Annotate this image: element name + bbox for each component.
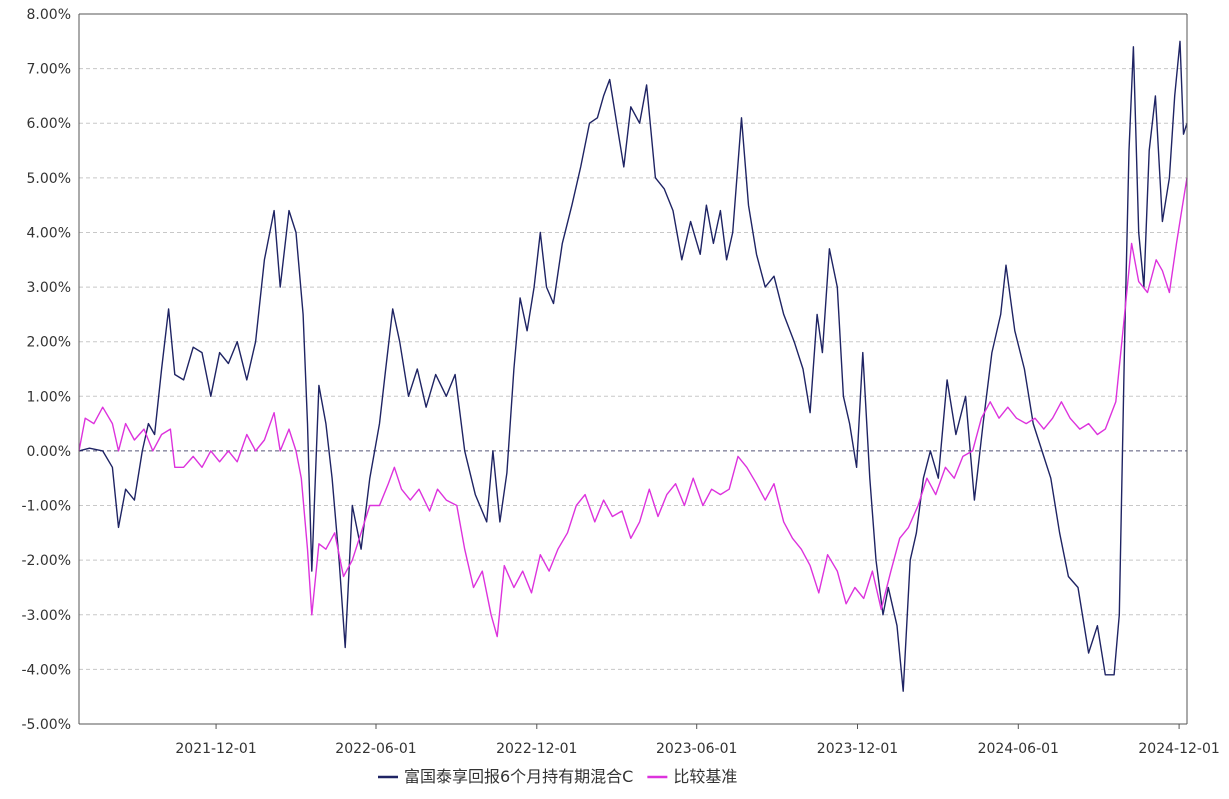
y-tick-label: -2.00% xyxy=(21,553,71,569)
y-tick-label: -3.00% xyxy=(21,608,71,624)
y-axis-ticks: -5.00% -4.00% -3.00% -2.00% -1.00% 0.00% 1.00%… xyxy=(21,7,71,733)
y-tick-label: 2.00% xyxy=(27,335,71,351)
axes xyxy=(78,13,1188,725)
grid-lines xyxy=(79,13,1187,725)
series-line-benchmark xyxy=(78,177,1188,638)
y-tick-label: -5.00% xyxy=(21,717,71,733)
y-tick-label: 4.00% xyxy=(27,225,71,241)
y-tick-label: 0.00% xyxy=(27,444,71,460)
x-tick-label: 2024-06-01 xyxy=(978,741,1059,757)
legend-label: 富国泰享回报6个月持有期混合C xyxy=(404,767,633,786)
x-tick-label: 2021-12-01 xyxy=(175,741,256,757)
y-tick-label: -1.00% xyxy=(21,499,71,515)
series-line-fund xyxy=(78,40,1188,692)
y-tick-label: 6.00% xyxy=(27,116,71,132)
legend-label: 比较基准 xyxy=(673,767,737,786)
y-tick-label: -4.00% xyxy=(21,662,71,678)
x-axis-ticks: 2021-12-01 2022-06-01 2022-12-01 2023-06-01… xyxy=(175,724,1220,757)
x-tick-label: 2022-12-01 xyxy=(496,741,577,757)
y-tick-label: 5.00% xyxy=(27,171,71,187)
y-tick-label: 8.00% xyxy=(27,7,71,23)
legend: 富国泰享回报6个月持有期混合C 比较基准 xyxy=(378,767,737,786)
x-tick-label: 2023-12-01 xyxy=(817,741,898,757)
y-tick-label: 1.00% xyxy=(27,389,71,405)
y-tick-label: 3.00% xyxy=(27,280,71,296)
x-tick-label: 2022-06-01 xyxy=(335,741,416,757)
series-layer xyxy=(78,40,1188,692)
x-tick-label: 2023-06-01 xyxy=(656,741,737,757)
x-tick-label: 2024-12-01 xyxy=(1138,741,1219,757)
y-tick-label: 7.00% xyxy=(27,62,71,78)
